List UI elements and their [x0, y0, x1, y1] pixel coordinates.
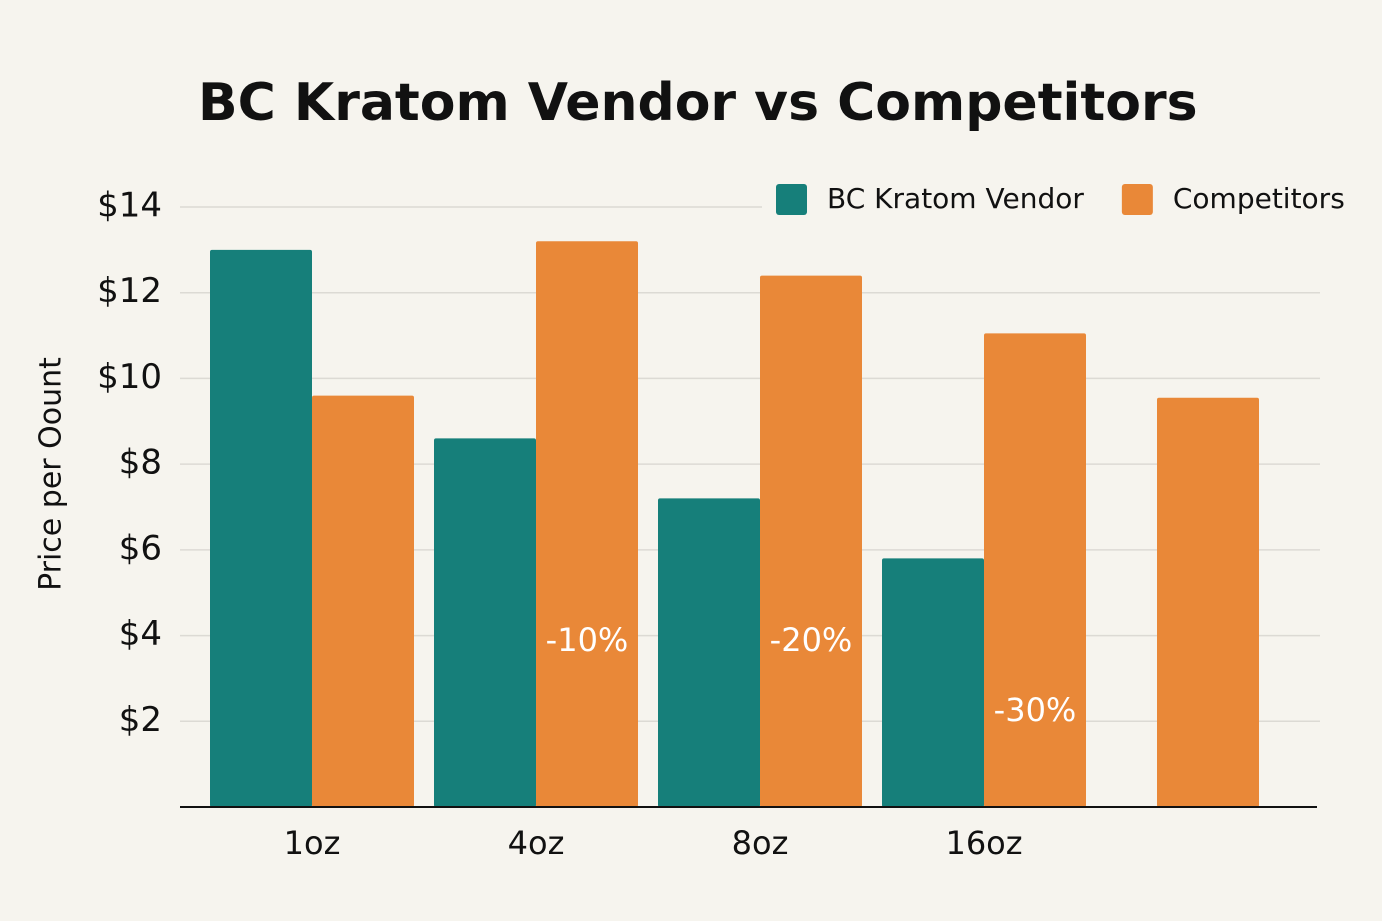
x-tick-label: 4oz	[508, 824, 565, 862]
y-tick-label: $14	[97, 186, 162, 226]
bar	[1157, 397, 1259, 807]
chart-title: BC Kratom Vendor vs Competitors	[198, 73, 1198, 133]
legend-swatch	[776, 184, 807, 215]
y-tick-label: $10	[97, 357, 162, 397]
annotation: -20%	[770, 621, 853, 659]
legend-label: BC Kratom Vendor	[827, 182, 1084, 215]
bar	[658, 498, 760, 807]
y-tick-label: $4	[119, 614, 162, 654]
x-tick-label: 8oz	[732, 824, 789, 862]
bar	[434, 438, 536, 807]
bar	[536, 241, 638, 808]
legend-label: Competitors	[1173, 182, 1345, 215]
annotation: -30%	[994, 691, 1077, 729]
bar	[210, 249, 312, 807]
y-axis-label: Price per Oount	[34, 357, 69, 591]
x-tick-label: 16oz	[945, 824, 1022, 862]
y-tick-label: $8	[119, 443, 162, 483]
annotation: -10%	[546, 621, 629, 659]
x-tick-label: 1oz	[284, 824, 341, 862]
y-tick-label: $6	[119, 528, 162, 568]
bar	[760, 275, 862, 808]
bar	[882, 558, 984, 807]
y-tick-label: $2	[119, 700, 162, 740]
y-tick-label: $12	[97, 271, 162, 311]
bar	[984, 333, 1086, 807]
legend-swatch	[1121, 184, 1153, 215]
bar	[312, 395, 414, 807]
legend-background	[762, 170, 1382, 230]
